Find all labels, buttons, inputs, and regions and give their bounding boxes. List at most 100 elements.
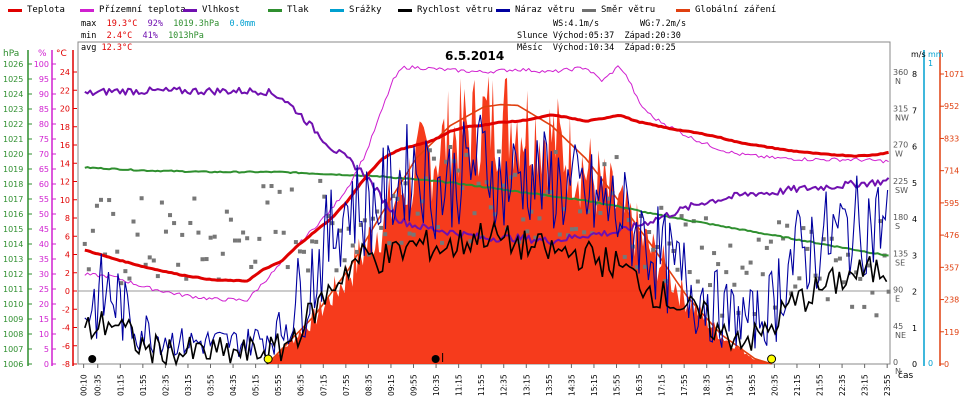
wind-direction-point [699, 245, 704, 250]
legend-item: Směr větru [582, 3, 655, 17]
wind-direction-point [399, 240, 404, 245]
mm-tick-label: 0 [928, 359, 933, 368]
time-tick-label: 11:55 [477, 374, 486, 396]
wind-direction-point [139, 196, 144, 201]
legend-label: Globální záření [695, 5, 777, 15]
pct-tick-label: 100 [34, 60, 49, 69]
wm2-tick-label: 952 [944, 102, 959, 111]
wind-stats-row: WS:4.1m/s WG:7.2m/s [553, 18, 686, 30]
moon-rise: Východ:10:34 [552, 43, 615, 53]
ground-temp-line [84, 65, 889, 302]
sun-set: Západ:20:30 [624, 31, 681, 41]
pct-tick-label: 35 [39, 255, 49, 264]
wind-direction-point [598, 210, 603, 215]
hpa-tick-label: 1017 [3, 195, 23, 204]
wind-direction-point [858, 276, 863, 281]
wind-direction-point [874, 313, 879, 318]
dir-tick-deg: 315 [893, 104, 908, 113]
pct-tick-label: 5 [44, 345, 49, 354]
pct-tick-label: 25 [39, 285, 49, 294]
stats-max-label: max [81, 19, 97, 29]
stats-min-press: 1013hPa [168, 31, 204, 41]
wind-direction-point [614, 155, 619, 160]
wind-direction-point [468, 239, 473, 244]
wind-direction-point [387, 241, 392, 246]
wind-direction-point [744, 270, 749, 275]
c-unit-label: °C [56, 49, 67, 59]
time-tick-label: 22:35 [838, 374, 847, 396]
dir-tick-name: N [895, 367, 901, 376]
hpa-tick-label: 1014 [3, 240, 23, 249]
wind-direction-point [241, 230, 246, 235]
wind-direction-point [837, 256, 842, 261]
wind-direction-point [127, 276, 132, 281]
hpa-tick-label: 1024 [3, 90, 23, 99]
wind-direction-point [521, 217, 526, 222]
dir-tick-name: SW [895, 186, 908, 195]
pct-tick-label: 75 [39, 135, 49, 144]
wind-direction-point [99, 197, 104, 202]
wind-direction-point [273, 229, 278, 234]
time-tick-label: 11:15 [455, 374, 464, 396]
hpa-tick-label: 1018 [3, 180, 23, 189]
chart-date-title: 6.5.2014 [445, 49, 505, 63]
stats-max-hum: 92% [147, 19, 163, 29]
wind-direction-point [180, 232, 185, 237]
wind-direction-point [232, 238, 237, 243]
wind-speed-stat: WS:4.1m/s [553, 19, 600, 29]
time-tick-label: 00:35 [94, 374, 103, 396]
wind-direction-point [703, 216, 708, 221]
wind-direction-point [574, 226, 579, 231]
wind-direction-point [866, 263, 871, 268]
dir-tick-deg: 180 [893, 213, 908, 222]
time-tick-label: 21:15 [793, 374, 802, 396]
wind-direction-point [886, 289, 891, 294]
wind-direction-point [188, 220, 193, 225]
wind-direction-point [289, 187, 294, 192]
wind-direction-point [557, 232, 562, 237]
stats-min-temp: 2.4°C [106, 31, 133, 41]
time-tick-label: 13:55 [545, 374, 554, 396]
sun-label: Slunce [517, 31, 548, 41]
hpa-tick-label: 1022 [3, 120, 23, 129]
wind-direction-point [643, 264, 648, 269]
wind-direction-point [484, 180, 489, 185]
wind-direction-point [265, 200, 270, 205]
wind-direction-point [606, 196, 611, 201]
wind-direction-point [155, 274, 160, 279]
wind-direction-point [675, 267, 680, 272]
hpa-tick-label: 1013 [3, 255, 23, 264]
wind-direction-point [427, 148, 432, 153]
wind-direction-point [513, 172, 518, 177]
time-tick-label: 00:10 [80, 374, 89, 396]
legend-item: Přízemní teplota [80, 3, 186, 17]
ms-tick-label: 2 [912, 288, 917, 297]
c-tick-label: 20 [60, 105, 70, 114]
moonset-marker [88, 355, 97, 363]
wind-direction-point [732, 282, 737, 287]
legend-item: Rychlost větru [398, 3, 493, 17]
time-tick-label: 19:15 [725, 374, 734, 396]
wind-direction-point [269, 184, 274, 189]
wind-direction-point [257, 236, 262, 241]
wind-direction-point [724, 270, 729, 275]
wind-direction-point [545, 189, 550, 194]
wind-direction-point [752, 312, 757, 317]
wind-direction-point [586, 209, 591, 214]
humidity-line [84, 86, 890, 246]
hpa-tick-label: 1007 [3, 345, 23, 354]
wind-direction-point [740, 265, 745, 270]
dir-tick-deg: 270 [893, 141, 908, 150]
c-tick-label: 12 [60, 178, 70, 187]
c-tick-label: 2 [65, 269, 70, 278]
wind-direction-point [444, 159, 449, 164]
legend-label: Náraz větru [515, 5, 575, 15]
legend-label: Tlak [287, 5, 309, 15]
c-tick-label: 6 [65, 232, 70, 241]
ms-tick-label: 5 [912, 179, 917, 188]
dir-tick-deg: 45 [893, 322, 903, 331]
wind-direction-point [492, 212, 497, 217]
wind-direction-point [841, 280, 846, 285]
dir-tick-name: N [895, 77, 901, 86]
wind-direction-point [626, 217, 631, 222]
